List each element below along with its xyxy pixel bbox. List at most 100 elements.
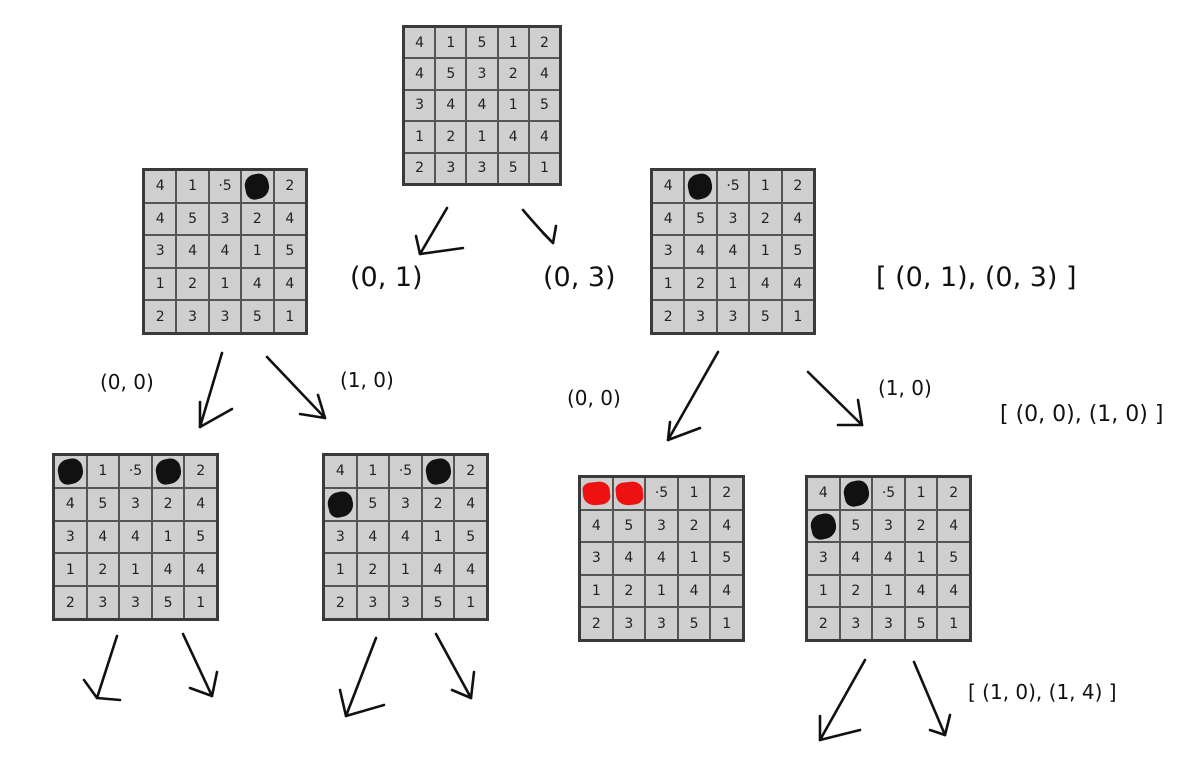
board-cell: 3 (653, 236, 684, 267)
board-cell: 2 (177, 268, 208, 300)
board-cell: 4 (87, 521, 119, 553)
board-cell: 4 (678, 575, 710, 607)
board-cell: 1 (905, 478, 937, 509)
label-root-left: (0, 1) (350, 262, 423, 293)
board-cell: 4 (840, 543, 872, 574)
board-cell: 5 (685, 203, 716, 235)
board-cell: ·5 (390, 456, 421, 487)
board-cell: 5 (938, 543, 969, 574)
board-cell: 3 (717, 203, 749, 235)
board-cell: 5 (613, 510, 645, 542)
board-cell: 2 (678, 510, 710, 542)
board-cell (613, 478, 645, 509)
board-right-left: ·5 1 2 4 5 3 2 4 3 4 4 1 5 1 2 1 4 4 2 3 3 5 1 (578, 475, 745, 642)
arrow-b-left (666, 350, 720, 442)
board-cell: 4 (274, 203, 305, 235)
board-cell: 2 (325, 587, 356, 618)
board-cell: 3 (177, 301, 208, 332)
board-cell: 1 (185, 587, 216, 618)
board-cell: 1 (422, 521, 454, 553)
arrow-ab-left-head (338, 688, 386, 718)
arrow-bb-left (818, 658, 867, 742)
arrow-b-right-head (836, 398, 864, 427)
board-cell: 2 (750, 203, 781, 235)
board-cell: 3 (357, 587, 389, 618)
board-cell: 1 (177, 171, 208, 202)
board-cell: 4 (120, 521, 151, 553)
board-cell: 2 (613, 575, 645, 607)
board-cell: 1 (405, 122, 435, 152)
board-cell: 4 (185, 488, 216, 520)
board-cell: ·5 (209, 171, 241, 202)
arrow-aa-right-head (188, 670, 219, 698)
board-cell: 4 (653, 171, 684, 202)
arrow-aa-left (95, 634, 119, 700)
board-cell: 1 (55, 554, 86, 586)
board-cell: 2 (87, 554, 119, 586)
board-cell: 5 (87, 488, 119, 520)
board-cell: 2 (529, 28, 559, 58)
board-cell: 3 (685, 301, 716, 332)
board-cell: 3 (87, 587, 119, 618)
board-cell: 1 (711, 608, 742, 639)
board-cell: 1 (873, 575, 904, 607)
board-cell: 5 (455, 521, 486, 553)
board-cell: 4 (905, 575, 937, 607)
board-cell: 4 (455, 554, 486, 586)
board-cell: 1 (209, 268, 241, 300)
board-cell: 3 (120, 488, 151, 520)
board-cell: 4 (685, 236, 716, 267)
board-cell: 1 (750, 236, 781, 267)
arrow-root-left-head (414, 234, 465, 256)
board-cell: 5 (467, 28, 497, 58)
arrow-b-left-head (666, 420, 702, 442)
board-cell: 4 (711, 510, 742, 542)
board-cell: 1 (357, 456, 389, 487)
board-cell: 1 (145, 268, 176, 300)
board-left: 4 1·5 2 4 5 3 2 4 3 4 4 1 5 1 2 1 4 4 2 3 3 5 1 (142, 168, 308, 335)
board-cell (581, 478, 612, 509)
board-cell: 5 (185, 521, 216, 553)
board-cell: 4 (325, 456, 356, 487)
board-cell (840, 478, 872, 509)
board-cell: 4 (152, 554, 184, 586)
arrow-bb-left-head (818, 714, 862, 742)
label-right-left: (0, 0) (567, 386, 621, 410)
arrow-a-left (198, 351, 224, 429)
board-cell: 3 (325, 521, 356, 553)
board-cell: 4 (467, 90, 497, 121)
board-cell: 3 (873, 510, 904, 542)
board-cell: 2 (711, 478, 742, 509)
board-cell: 4 (209, 236, 241, 267)
board-cell: 3 (120, 587, 151, 618)
board-cell: 4 (613, 543, 645, 574)
board-cell: ·5 (717, 171, 749, 202)
board-cell: 3 (873, 608, 904, 639)
board-cell: 3 (436, 153, 466, 183)
arrow-a-right (265, 355, 327, 420)
arrow-aa-left-head (82, 678, 122, 702)
board-cell: 2 (905, 510, 937, 542)
board-left-right: 4 1·5 2 5 3 2 4 3 4 4 1 5 1 2 1 4 4 2 3 3 5 1 (322, 453, 489, 621)
board-cell: 5 (711, 543, 742, 574)
board-cell: 3 (717, 301, 749, 332)
board-cell: 2 (938, 478, 969, 509)
arrow-a-left-head (198, 400, 234, 429)
board-cell: ·5 (873, 478, 904, 509)
board-cell: 4 (145, 203, 176, 235)
board-cell (808, 510, 839, 542)
board-cell: 1 (325, 554, 356, 586)
label-left-right: (1, 0) (340, 368, 394, 392)
board-cell: ·5 (646, 478, 677, 509)
board-cell: 4 (405, 28, 435, 58)
board-cell (325, 488, 356, 520)
label-right-right: (1, 0) (878, 376, 932, 400)
label-root-list: [ (0, 1), (0, 3) ] (876, 262, 1077, 293)
board-cell: 1 (750, 171, 781, 202)
arrow-bb-right (912, 660, 947, 737)
board-cell: 1 (653, 268, 684, 300)
board-cell: 5 (436, 59, 466, 89)
board-cell: 2 (274, 171, 305, 202)
board-cell: 5 (750, 301, 781, 332)
